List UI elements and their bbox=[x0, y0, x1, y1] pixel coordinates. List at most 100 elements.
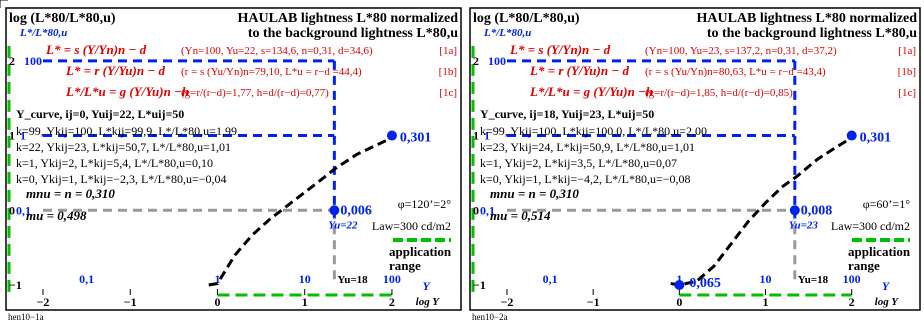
y-tick-label: 2 bbox=[9, 54, 15, 68]
x-axis-label: log Y bbox=[416, 296, 441, 308]
formula-params: (r = s (Yu/Yn)n=80,63, L*u = r−d =43,4) bbox=[645, 66, 826, 78]
formula-params: (Yn=100, Yu=22, s=134,6, n=0,31, d=34,6) bbox=[181, 45, 373, 57]
yu-label: Yu=23 bbox=[789, 219, 819, 231]
formula-tag: [1b] bbox=[898, 66, 916, 78]
y-letter: Y bbox=[422, 279, 431, 293]
value-top: 0,301 bbox=[860, 131, 892, 146]
curve-info: Y_curve, ij=18, Yuij=23, L*uij=50 bbox=[480, 107, 654, 121]
y-left-label: 100 bbox=[24, 54, 42, 68]
m-u-label: mu = 0,498 bbox=[26, 208, 87, 223]
formula-tag: [1c] bbox=[898, 87, 916, 99]
value-top: 0,301 bbox=[400, 131, 432, 146]
y-left-label: 0,1 bbox=[16, 203, 31, 217]
x-tick-label: 1 bbox=[763, 295, 769, 309]
data-row: k=99, Ykij=100, L*kij=99,9, L*/L*80,u=1,… bbox=[16, 124, 237, 138]
y-value-label: 1 bbox=[214, 272, 220, 286]
yu-label: Yu=22 bbox=[328, 219, 358, 231]
data-point bbox=[674, 280, 685, 290]
formula-line: L*/L*u = g (Y/Yu)n −h bbox=[65, 84, 189, 99]
formula-tag: [1a] bbox=[439, 45, 457, 57]
value-mid: 0,006 bbox=[340, 203, 372, 218]
m-nu-label: mnu = n = 0,310 bbox=[490, 186, 579, 201]
phi-label: φ=60’=1° bbox=[863, 197, 910, 211]
m-u-label: mu = 0,514 bbox=[490, 208, 551, 223]
x-axis-label: log Y bbox=[875, 296, 900, 308]
x-tick-label: 2 bbox=[389, 295, 395, 309]
data-row: k=0, Ykij=1, L*kij=−2,3, L*/L*80,u=−0,04 bbox=[16, 172, 227, 186]
formula-line: L* = s (Y/Yn)n − d bbox=[45, 42, 147, 57]
y-left-label: 1 bbox=[484, 129, 490, 143]
x-tick-label: 1 bbox=[302, 295, 308, 309]
formula-line: L* = s (Y/Yn)n − d bbox=[509, 42, 611, 57]
data-series-curve bbox=[208, 136, 393, 287]
y-left-label: 1 bbox=[20, 129, 26, 143]
y-left-label: 0,1 bbox=[480, 203, 495, 217]
x-tick-label: −2 bbox=[37, 295, 50, 309]
curve-info: Y_curve, ij=0, Yuij=22, L*uij=50 bbox=[16, 107, 184, 121]
data-row: k=1, Ykij=2, L*kij=5,4, L*/L*80,u=0,10 bbox=[16, 156, 213, 170]
chart-panel-1: −2 −1 0 1 2 log Y −1 0 1 2 0,1 1 10 100 Y Yu=18 0,301 0,0… bbox=[5, 7, 462, 322]
y-value-label: 10 bbox=[299, 272, 311, 286]
y-value-label: 0,1 bbox=[543, 272, 558, 286]
y-tick-label: 0 bbox=[473, 203, 479, 217]
y-value-label: 0,1 bbox=[79, 272, 94, 286]
data-row: k=99, Ykij=100, L*kij=100,0, L*/L*80,u=2… bbox=[480, 124, 707, 138]
formula-line: L* = r (Y/Yu)n − d bbox=[65, 63, 165, 78]
y-left-label: 100 bbox=[488, 54, 506, 68]
data-point bbox=[846, 130, 857, 141]
y-value-label: 10 bbox=[760, 272, 772, 286]
title-right-2: to the background lightness L*80,u bbox=[707, 26, 917, 41]
data-point bbox=[789, 205, 800, 216]
formula-params: (g=r/(r−d)=1,77, h=d/(r−d)=0,77) bbox=[181, 87, 329, 99]
yu-bottom-label: Yu=18 bbox=[798, 274, 829, 286]
formula-line: L* = r (Y/Yu)n − d bbox=[529, 63, 629, 78]
y-axis-label: L*/L*80,u bbox=[483, 27, 531, 39]
range-label: range bbox=[848, 258, 880, 273]
data-row: k=1, Ykij=2, L*kij=3,5, L*/L*80,u=0,07 bbox=[480, 156, 677, 170]
y-tick-label: −1 bbox=[473, 278, 486, 292]
formula-line: L*/L*u = g (Y/Yu)n −h bbox=[529, 84, 653, 99]
formula-params: (r = s (Yu/Yn)n=79,10, L*u = r−d =44,4) bbox=[181, 66, 362, 78]
title-right-1: HAULAB lightness L*80 normalized bbox=[237, 11, 458, 26]
data-point bbox=[386, 130, 397, 141]
x-tick-label: −1 bbox=[587, 295, 600, 309]
y-tick-label: 2 bbox=[473, 54, 479, 68]
value-bottom: 0,065 bbox=[689, 276, 721, 291]
x-tick-label: 0 bbox=[676, 295, 682, 309]
x-tick-label: −2 bbox=[501, 295, 514, 309]
y-value-label: 100 bbox=[383, 272, 401, 286]
formula-tag: [1c] bbox=[439, 87, 457, 99]
plot-frame bbox=[469, 7, 921, 311]
footer-id: hen10−1a bbox=[8, 312, 44, 322]
data-row: k=23, Ykij=24, L*kij=50,9, L*/L*80,u=1,0… bbox=[480, 140, 695, 154]
y-value-label: 100 bbox=[843, 272, 861, 286]
y-tick-label: 1 bbox=[9, 129, 15, 143]
formula-tag: [1b] bbox=[439, 66, 457, 78]
title-right-2: to the background lightness L*80,u bbox=[248, 26, 458, 41]
data-row: k=22, Ykij=23, L*kij=50,7, L*/L*80,u=1,0… bbox=[16, 140, 231, 154]
application-label: application bbox=[848, 244, 911, 259]
data-series-curve bbox=[670, 136, 853, 287]
x-tick-label: −1 bbox=[124, 295, 137, 309]
y-value-label: 1 bbox=[676, 272, 682, 286]
formula-params: (Yn=100, Yu=23, s=137,2, n=0,31, d=37,2) bbox=[645, 45, 837, 57]
plot-frame bbox=[5, 7, 462, 311]
chart-panel-2: −2 −1 0 1 2 log Y −1 0 1 2 0,1 1 10 100 Y Yu=18 0,065 0,3… bbox=[469, 7, 921, 322]
y-tick-label: 1 bbox=[473, 129, 479, 143]
title-left: log (L*80/L*80,u) bbox=[9, 11, 116, 26]
formula-params: (g=r/(r−d)=1,85, h=d/(r−d)=0,85) bbox=[645, 87, 793, 99]
y-tick-label: 0 bbox=[9, 203, 15, 217]
yu-bottom-label: Yu=18 bbox=[337, 274, 368, 286]
x-tick-label: 2 bbox=[849, 295, 855, 309]
y-axis-label: L*/L*80,u bbox=[19, 27, 67, 39]
luminance-label: Law=300 cd/m2 bbox=[831, 219, 910, 233]
y-letter: Y bbox=[882, 279, 891, 293]
data-row: k=0, Ykij=1, L*kij=−4,2, L*/L*80,u=−0,08 bbox=[480, 172, 691, 186]
range-label: range bbox=[389, 258, 421, 273]
formula-tag: [1a] bbox=[898, 45, 916, 57]
title-right-1: HAULAB lightness L*80 normalized bbox=[696, 11, 917, 26]
x-tick-label: 0 bbox=[214, 295, 220, 309]
data-point bbox=[329, 205, 340, 216]
phi-label: φ=120’=2° bbox=[398, 197, 451, 211]
